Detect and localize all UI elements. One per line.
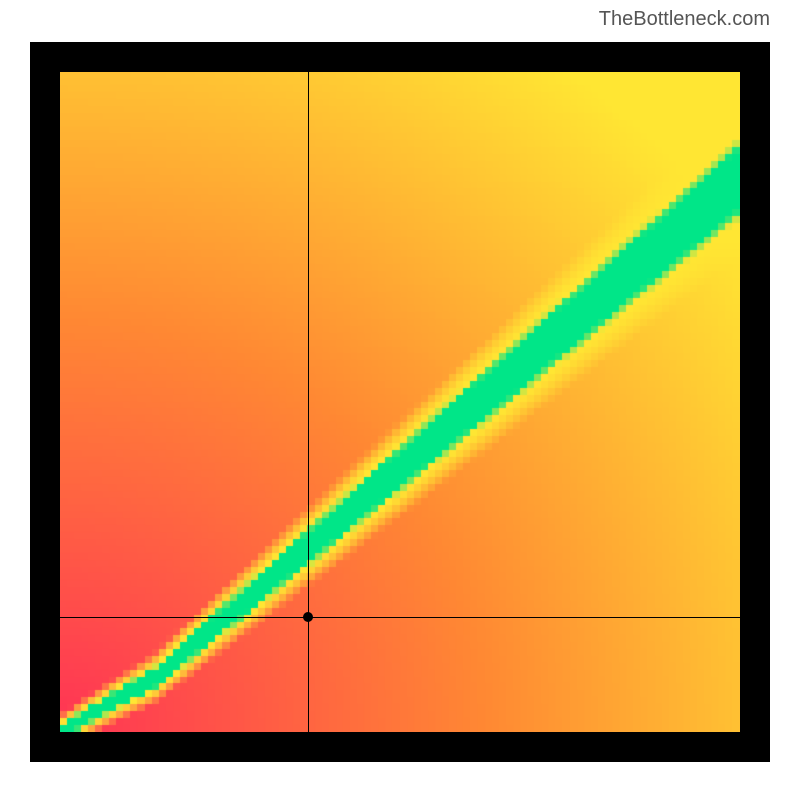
chart-container: TheBottleneck.com — [0, 0, 800, 800]
heatmap-frame — [30, 42, 770, 762]
attribution-watermark: TheBottleneck.com — [599, 8, 770, 31]
crosshair-horizontal — [60, 617, 740, 618]
crosshair-marker — [303, 612, 313, 622]
heatmap-canvas — [60, 72, 740, 732]
plot-area — [60, 72, 740, 732]
crosshair-vertical — [308, 72, 309, 732]
